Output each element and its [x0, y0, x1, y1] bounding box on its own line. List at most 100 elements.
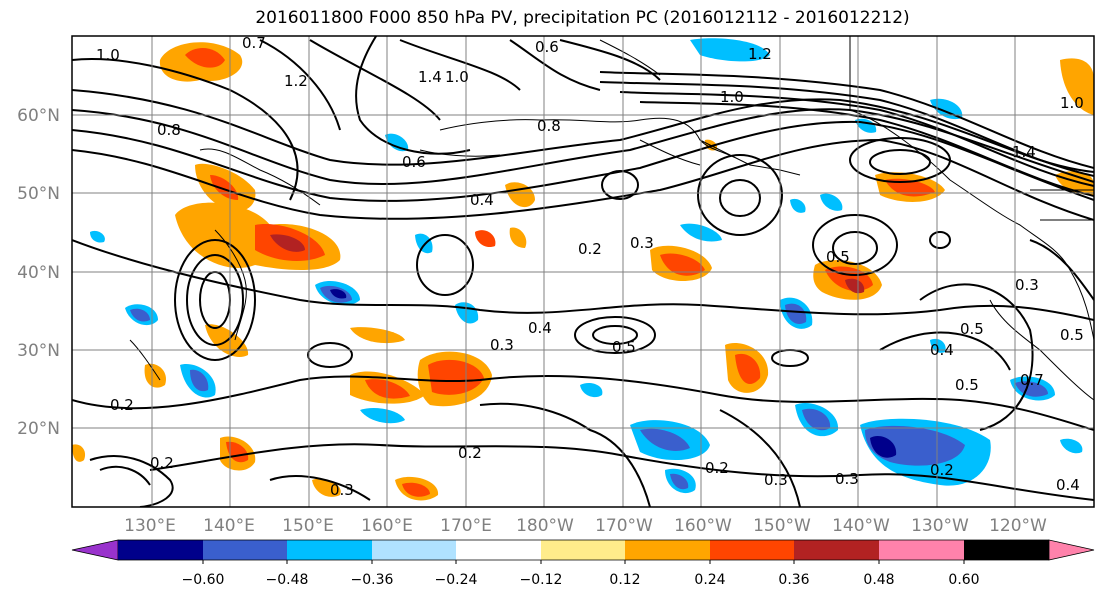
colorbar-tick-label: −0.12 — [520, 572, 563, 588]
precip-positive-area — [402, 482, 430, 497]
lon-label: 140°W — [832, 516, 890, 536]
pv-contour-label: 0.8 — [537, 117, 561, 135]
pv-contour-label: 1.0 — [720, 88, 744, 106]
colorbar-segment — [203, 540, 287, 560]
colorbar-tick-label: −0.24 — [435, 572, 478, 588]
pv-contour-label: 1.4 — [1012, 143, 1036, 161]
pv-contour-label: 1.2 — [284, 72, 308, 90]
pv-contour-line — [416, 234, 474, 296]
colorbar-tick-label: 0.60 — [948, 572, 979, 588]
colorbar-extend-max — [1048, 539, 1095, 561]
pv-contour-line — [479, 402, 651, 507]
map-frame — [71, 35, 1095, 508]
pv-contour-label: 0.4 — [528, 319, 552, 337]
pv-contour-line — [72, 120, 1094, 202]
colorbar-tick-label: −0.36 — [351, 572, 394, 588]
coastline — [849, 36, 1094, 341]
pv-contour-line — [355, 36, 471, 155]
coastline — [439, 117, 801, 176]
pv-contour-line — [919, 283, 1034, 431]
pv-contour-label: 0.5 — [955, 376, 979, 394]
precip-positive-area — [845, 278, 865, 294]
pv-contour-line — [186, 254, 244, 346]
lon-label: 160°E — [361, 516, 413, 536]
pv-contour-line — [99, 465, 151, 486]
precip-negative-area — [1060, 438, 1083, 454]
pv-contour-line — [307, 342, 353, 368]
precip-positive-area — [475, 230, 496, 248]
pv-contour-label: 0.7 — [242, 34, 266, 52]
precip-negative-area — [580, 383, 603, 398]
pv-contour-line — [879, 331, 1011, 371]
pv-contour-line — [599, 81, 1094, 177]
precip-negative-area — [820, 193, 843, 211]
lon-label: 170°W — [595, 516, 653, 536]
pv-contour-line — [269, 475, 371, 501]
pv-contour-line — [619, 91, 1094, 187]
pv-contour-line — [929, 231, 951, 249]
latitude-labels: 60°N 50°N 40°N 30°N 20°N — [17, 106, 60, 439]
pv-contour-label: 0.3 — [630, 234, 654, 252]
colorbar-tick-label: 0.12 — [609, 572, 640, 588]
precip-negative-area — [415, 233, 433, 254]
colorbar-segment — [287, 540, 372, 560]
map-title: 2016011800 F000 850 hPa PV, precipitatio… — [255, 8, 910, 28]
colorbar-segment — [964, 540, 1049, 560]
pv-contour-label: 0.3 — [1015, 276, 1039, 294]
precip-negative-area — [1015, 381, 1048, 397]
pv-contour-line — [832, 231, 878, 265]
precip-negative-area — [385, 133, 409, 152]
lon-label: 130°W — [911, 516, 969, 536]
precip-positive-area — [210, 175, 239, 200]
pv-contour-line — [719, 179, 761, 217]
precip-positive-area — [144, 363, 166, 388]
lon-label: 140°E — [203, 516, 255, 536]
pv-contour-line — [399, 39, 521, 91]
pv-contour-line — [574, 316, 656, 354]
colorbar-segment — [456, 540, 541, 560]
pv-contour-label: 0.2 — [930, 461, 954, 479]
pv-contour-line — [174, 239, 256, 361]
colorbar-extend-min — [71, 539, 119, 561]
pv-contour-label: 0.8 — [157, 121, 181, 139]
pv-contour-line — [149, 443, 1094, 501]
lon-label: 130°E — [124, 516, 176, 536]
colorbar-segment — [710, 540, 794, 560]
pv-contour-line — [869, 149, 931, 175]
coastline — [639, 139, 701, 166]
pv-contour-label: 0.2 — [110, 396, 134, 414]
precip-positive-area — [185, 48, 225, 68]
precip-negative-area — [790, 198, 806, 213]
lat-label: 20°N — [17, 419, 60, 439]
precip-negative-area — [190, 369, 209, 392]
precip-negative-area — [330, 289, 347, 299]
precip-positive-area — [72, 444, 86, 462]
precip-positive-area — [1055, 171, 1094, 195]
pv-contour-line — [72, 138, 1094, 221]
colorbar-segment — [879, 540, 964, 560]
pv-contour-line — [72, 239, 1094, 321]
pv-contour-label: 1.0 — [445, 68, 469, 86]
pv-contour-line — [719, 409, 801, 507]
colorbar-segment — [372, 540, 456, 560]
pv-contour-label: 0.2 — [705, 459, 729, 477]
pv-contour-label: 0.5 — [612, 338, 636, 356]
pv-contour-label: 0.3 — [490, 336, 514, 354]
pv-contour-label: 1.0 — [1060, 94, 1084, 112]
lon-label: 150°W — [753, 516, 811, 536]
pv-contour-label: 0.4 — [930, 341, 954, 359]
pv-contour-label: 0.3 — [330, 481, 354, 499]
pv-contour-line — [89, 455, 174, 507]
pv-contour-labels: 1.0 0.7 1.2 1.4 1.0 0.6 0.8 0.6 0.4 0.2 … — [96, 34, 1084, 499]
pv-contour-label: 1.4 — [418, 68, 442, 86]
precip-negative-area — [802, 408, 831, 431]
precip-negative-area — [90, 230, 105, 243]
pv-contour-line — [509, 39, 601, 91]
pv-contour-line — [259, 39, 341, 131]
colorbar-tick-label: −0.60 — [182, 572, 225, 588]
coastline — [599, 39, 661, 76]
colorbar-tick-label: 0.36 — [778, 572, 809, 588]
lon-label: 160°W — [674, 516, 732, 536]
coastline — [214, 229, 247, 341]
precip-positive-area — [660, 253, 705, 276]
